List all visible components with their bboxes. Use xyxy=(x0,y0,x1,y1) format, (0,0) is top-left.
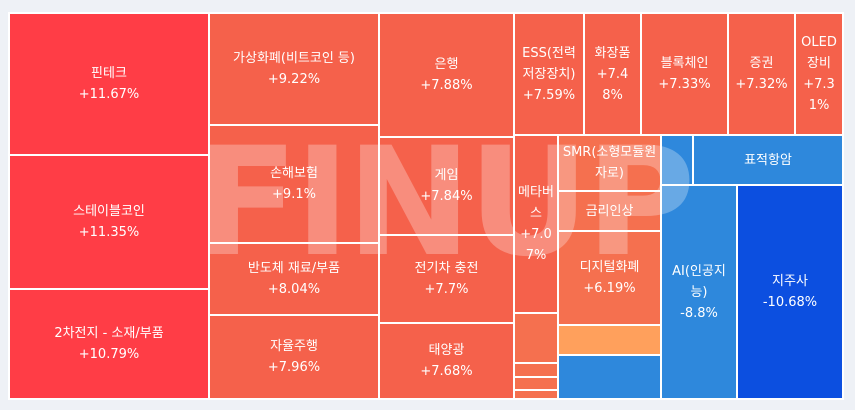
tile-value: +7.48% xyxy=(596,66,629,103)
tile-name: 은행 xyxy=(434,57,459,72)
tile-name: 스테이블코인 xyxy=(73,204,145,219)
tile-name: 증권 xyxy=(749,56,774,71)
tile-디지털화폐[interactable]: 디지털화폐 +6.19% xyxy=(557,230,662,326)
tile-손해보험[interactable]: 손해보험 +9.1% xyxy=(208,124,380,244)
tile-name: 블록체인 xyxy=(660,56,709,71)
tile-value: +6.19% xyxy=(583,281,636,296)
tile-name: 태양광 xyxy=(428,343,465,358)
tile-name: 가상화폐(비트코인 등) xyxy=(233,51,355,66)
tile-unlabeled[interactable] xyxy=(513,389,559,400)
tile-name: 게임 xyxy=(434,168,459,183)
tile-name: 디지털화폐 xyxy=(579,260,640,275)
tile-표적항암[interactable]: 표적항암 xyxy=(692,134,844,186)
tile-unlabeled[interactable] xyxy=(557,354,662,400)
tile-oled-장비[interactable]: OLED 장비 +7.31% xyxy=(794,12,844,136)
tile-블록체인[interactable]: 블록체인 +7.33% xyxy=(640,12,729,136)
tile-ai-인공지능[interactable]: AI(인공지능) -8.8% xyxy=(660,184,738,400)
tile-unlabeled[interactable] xyxy=(513,312,559,364)
tile-value: +7.33% xyxy=(658,77,711,92)
tile-value: +7.88% xyxy=(420,78,473,93)
tile-value: +8.04% xyxy=(267,282,321,297)
tile-금리인상[interactable]: 금리인상 xyxy=(557,190,662,232)
tile-전기차-충전[interactable]: 전기차 충전 +7.7% xyxy=(378,234,515,324)
tile-name: OLED 장비 xyxy=(801,35,837,71)
tile-2차전지-소재-부품[interactable]: 2차전지 - 소재/부품 +10.79% xyxy=(8,288,210,400)
tile-가상화폐-비트코인-등[interactable]: 가상화폐(비트코인 등) +9.22% xyxy=(208,12,380,126)
tile-value: +9.22% xyxy=(267,72,321,87)
tile-핀테크[interactable]: 핀테크 +11.67% xyxy=(8,12,210,156)
tile-name: 반도체 재료/부품 xyxy=(247,261,341,276)
tile-name: 금리인상 xyxy=(585,203,634,219)
tile-value: -10.68% xyxy=(762,295,818,310)
tile-value: +11.35% xyxy=(78,225,140,240)
tile-name: AI(인공지능) xyxy=(672,263,726,300)
tile-name: 지주사 xyxy=(772,274,808,289)
tile-화장품[interactable]: 화장품 +7.48% xyxy=(583,12,642,136)
tile-메타버스[interactable]: 메타버스 +7.07% xyxy=(513,134,559,314)
tile-value: +11.67% xyxy=(78,87,140,102)
tile-name: 전기차 충전 xyxy=(414,261,479,276)
tile-value: +7.68% xyxy=(420,364,473,379)
tile-name: 화장품 xyxy=(594,45,631,61)
tile-value: +7.32% xyxy=(735,77,788,92)
tile-value: +7.59% xyxy=(522,87,576,103)
tile-스테이블코인[interactable]: 스테이블코인 +11.35% xyxy=(8,154,210,290)
tile-지주사[interactable]: 지주사 -10.68% xyxy=(736,184,844,400)
tile-value: +7.31% xyxy=(803,77,835,113)
tile-name: 메타버스 xyxy=(518,185,554,221)
tile-name: 핀테크 xyxy=(91,66,127,81)
tile-name: 2차전지 - 소재/부품 xyxy=(54,326,164,341)
tile-value: +7.96% xyxy=(267,360,321,375)
tile-name: ESS(전력저장장치) xyxy=(522,45,576,82)
tile-value: +7.07% xyxy=(520,227,552,263)
tile-value: +9.1% xyxy=(272,187,316,202)
tile-value: +7.7% xyxy=(424,282,469,297)
tile-반도체-재료-부품[interactable]: 반도체 재료/부품 +8.04% xyxy=(208,242,380,316)
tile-ess-전력저장장치[interactable]: ESS(전력저장장치) +7.59% xyxy=(513,12,585,136)
tile-value: +7.84% xyxy=(420,189,473,204)
tile-name: 손해보험 xyxy=(270,166,318,181)
tile-태양광[interactable]: 태양광 +7.68% xyxy=(378,322,515,400)
tile-name: SMR(소형모듈원자로) xyxy=(562,145,657,181)
tile-자율주행[interactable]: 자율주행 +7.96% xyxy=(208,314,380,400)
tile-value: +10.79% xyxy=(78,347,140,362)
tile-value: -8.8% xyxy=(680,305,718,321)
tile-은행[interactable]: 은행 +7.88% xyxy=(378,12,515,138)
tile-게임[interactable]: 게임 +7.84% xyxy=(378,136,515,236)
tile-unlabeled[interactable] xyxy=(557,324,662,356)
tile-name: 표적항암 xyxy=(744,152,792,168)
tile-unlabeled[interactable] xyxy=(660,134,694,186)
tile-smr-소형모듈원자로[interactable]: SMR(소형모듈원자로) xyxy=(557,134,662,192)
tile-name: 자율주행 xyxy=(270,339,318,354)
tile-증권[interactable]: 증권 +7.32% xyxy=(727,12,796,136)
